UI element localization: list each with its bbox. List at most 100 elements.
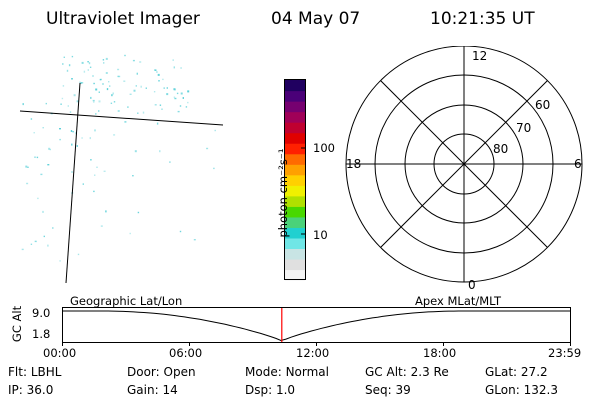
- emission-dot: [166, 87, 168, 89]
- emission-dot: [137, 112, 139, 114]
- emission-dot: [154, 104, 157, 106]
- polar-diagonal-2: [380, 80, 548, 248]
- emission-dot: [117, 68, 120, 71]
- emission-dot: [99, 78, 102, 81]
- emission-dot: [47, 244, 49, 247]
- emission-dot: [71, 143, 73, 146]
- emission-dot: [59, 128, 61, 130]
- info-ip: IP: 36.0: [8, 383, 54, 397]
- altitude-curve: [62, 310, 571, 342]
- emission-dot: [179, 230, 182, 233]
- emission-dot: [153, 91, 156, 93]
- emission-dot: [90, 96, 92, 99]
- emission-dot: [92, 75, 94, 77]
- info-dsp: Dsp: 1.0: [245, 383, 296, 397]
- emission-dot: [60, 103, 62, 105]
- emission-dot: [76, 145, 78, 147]
- emission-dot: [166, 93, 169, 96]
- emission-dot: [111, 94, 113, 97]
- geographic-longitude-line: [65, 82, 81, 284]
- mlt-label-12: 12: [472, 49, 487, 63]
- emission-dot: [174, 97, 177, 100]
- timeline-x-label-1800: 18:00: [423, 346, 457, 360]
- emission-dot: [48, 147, 51, 150]
- emission-dot: [113, 101, 116, 103]
- emission-dot: [71, 171, 73, 173]
- time-label: 10:21:35 UT: [430, 9, 535, 29]
- emission-dot: [213, 167, 215, 170]
- emission-dot: [140, 85, 142, 88]
- emission-dot: [37, 197, 39, 200]
- emission-dot: [159, 104, 162, 106]
- emission-dot: [145, 87, 147, 89]
- emission-dot: [21, 248, 24, 251]
- emission-dot: [100, 78, 102, 81]
- emission-dot: [63, 56, 65, 58]
- instrument-title: Ultraviolet Imager: [46, 9, 200, 29]
- emission-dot: [102, 83, 104, 85]
- emission-dot: [34, 240, 37, 243]
- emission-dot: [43, 235, 45, 238]
- emission-dot: [92, 99, 95, 102]
- colorbar-band: [285, 269, 305, 281]
- emission-dot: [30, 118, 33, 120]
- emission-dot: [94, 129, 96, 132]
- emission-dot: [108, 81, 110, 83]
- emission-dot: [182, 97, 184, 99]
- emission-dot: [156, 71, 158, 73]
- colorbar: [284, 79, 306, 281]
- timeline-y-tick-9: 9.0: [32, 306, 51, 320]
- emission-dot: [174, 88, 176, 91]
- emission-dot: [161, 108, 163, 110]
- emission-dot: [106, 88, 109, 91]
- emission-dot: [69, 111, 72, 113]
- emission-dot: [95, 88, 98, 91]
- emission-dot: [132, 59, 135, 62]
- emission-dot: [93, 82, 95, 85]
- emission-dot: [187, 90, 190, 93]
- emission-dot: [93, 190, 95, 193]
- emission-dot: [26, 166, 29, 168]
- colorbar-tick-label-100: 100: [313, 141, 335, 155]
- emission-dot: [133, 89, 136, 92]
- emission-dot: [132, 175, 134, 177]
- emission-dot: [135, 85, 137, 87]
- info-seq: Seq: 39: [365, 383, 411, 397]
- emission-dot: [94, 174, 96, 176]
- colorbar-band: [285, 237, 305, 250]
- emission-dot: [187, 101, 189, 104]
- mlt-label-0: 0: [468, 278, 476, 292]
- colorbar-band: [285, 248, 305, 260]
- emission-dot: [110, 102, 113, 104]
- emission-dot: [81, 82, 84, 84]
- colorbar-frame: [284, 79, 306, 280]
- emission-dot: [176, 92, 179, 95]
- info-filter: Flt: LBHL: [8, 365, 62, 379]
- timeline-x-label-2359: 23:59: [548, 346, 582, 360]
- colorbar-band: [285, 90, 305, 102]
- timeline-right-title: Apex MLat/MLT: [415, 294, 502, 308]
- colorbar-tick-label-10: 10: [313, 228, 328, 242]
- emission-dot: [214, 129, 216, 132]
- emission-dot: [142, 111, 145, 114]
- emission-dot: [129, 93, 132, 95]
- emission-dot: [179, 105, 182, 107]
- emission-dot: [180, 92, 183, 95]
- lat-label-70: 70: [516, 121, 531, 135]
- emission-dot: [134, 150, 137, 153]
- colorbar-band: [285, 143, 305, 155]
- emission-dot: [26, 182, 29, 185]
- emission-dot: [137, 211, 140, 214]
- emission-dot: [76, 100, 79, 103]
- emission-dot: [42, 127, 44, 129]
- emission-dot: [193, 239, 196, 241]
- colorbar-band: [285, 122, 305, 134]
- emission-dot: [95, 113, 97, 115]
- emission-dot: [98, 91, 100, 93]
- emission-dot: [173, 96, 176, 98]
- emission-dot: [62, 85, 65, 87]
- emission-dot: [80, 82, 82, 84]
- emission-dot: [98, 100, 101, 103]
- emission-dot: [117, 110, 120, 112]
- emission-dot: [88, 62, 91, 65]
